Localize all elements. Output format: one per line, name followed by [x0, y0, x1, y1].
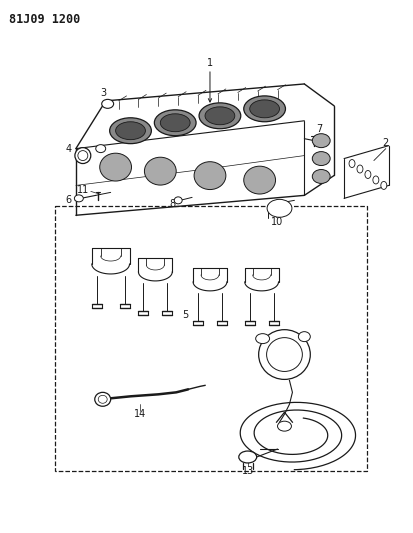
Ellipse shape: [204, 107, 234, 125]
Ellipse shape: [356, 165, 362, 173]
Ellipse shape: [154, 110, 196, 136]
Ellipse shape: [249, 100, 279, 118]
Ellipse shape: [100, 153, 131, 181]
Ellipse shape: [95, 144, 105, 152]
Ellipse shape: [255, 334, 269, 344]
Ellipse shape: [311, 134, 330, 148]
Bar: [55, 206, 366, 471]
Ellipse shape: [266, 337, 301, 372]
Text: 6: 6: [66, 196, 72, 205]
Ellipse shape: [364, 171, 370, 179]
Ellipse shape: [194, 161, 225, 190]
Text: 81J09 1200: 81J09 1200: [9, 13, 81, 26]
Text: 1: 1: [206, 58, 213, 68]
Ellipse shape: [75, 148, 90, 164]
Ellipse shape: [380, 181, 386, 189]
Text: 11: 11: [76, 185, 89, 196]
Ellipse shape: [311, 169, 330, 183]
Ellipse shape: [266, 199, 291, 217]
Ellipse shape: [311, 151, 330, 166]
Ellipse shape: [348, 159, 354, 167]
Ellipse shape: [243, 166, 275, 194]
Text: 5: 5: [182, 310, 188, 320]
Ellipse shape: [98, 395, 107, 403]
Ellipse shape: [95, 392, 110, 406]
Ellipse shape: [174, 197, 182, 204]
Ellipse shape: [258, 330, 310, 379]
Ellipse shape: [160, 114, 190, 132]
Ellipse shape: [277, 421, 291, 431]
Ellipse shape: [74, 195, 83, 202]
Ellipse shape: [199, 103, 240, 129]
Text: 12: 12: [278, 329, 290, 340]
Ellipse shape: [238, 451, 256, 463]
Text: 8: 8: [169, 199, 175, 209]
Ellipse shape: [372, 176, 378, 184]
Text: 10: 10: [271, 217, 283, 227]
Text: 7: 7: [316, 124, 322, 134]
Text: 13: 13: [241, 466, 253, 476]
Text: 4: 4: [66, 143, 72, 154]
Text: 14: 14: [134, 409, 146, 419]
Ellipse shape: [243, 96, 285, 122]
Ellipse shape: [298, 332, 310, 342]
Text: 3: 3: [100, 88, 107, 98]
Text: 2: 2: [382, 138, 388, 148]
Ellipse shape: [102, 99, 113, 108]
Ellipse shape: [109, 118, 151, 144]
Ellipse shape: [144, 157, 176, 185]
Ellipse shape: [115, 122, 145, 140]
Ellipse shape: [78, 151, 88, 160]
